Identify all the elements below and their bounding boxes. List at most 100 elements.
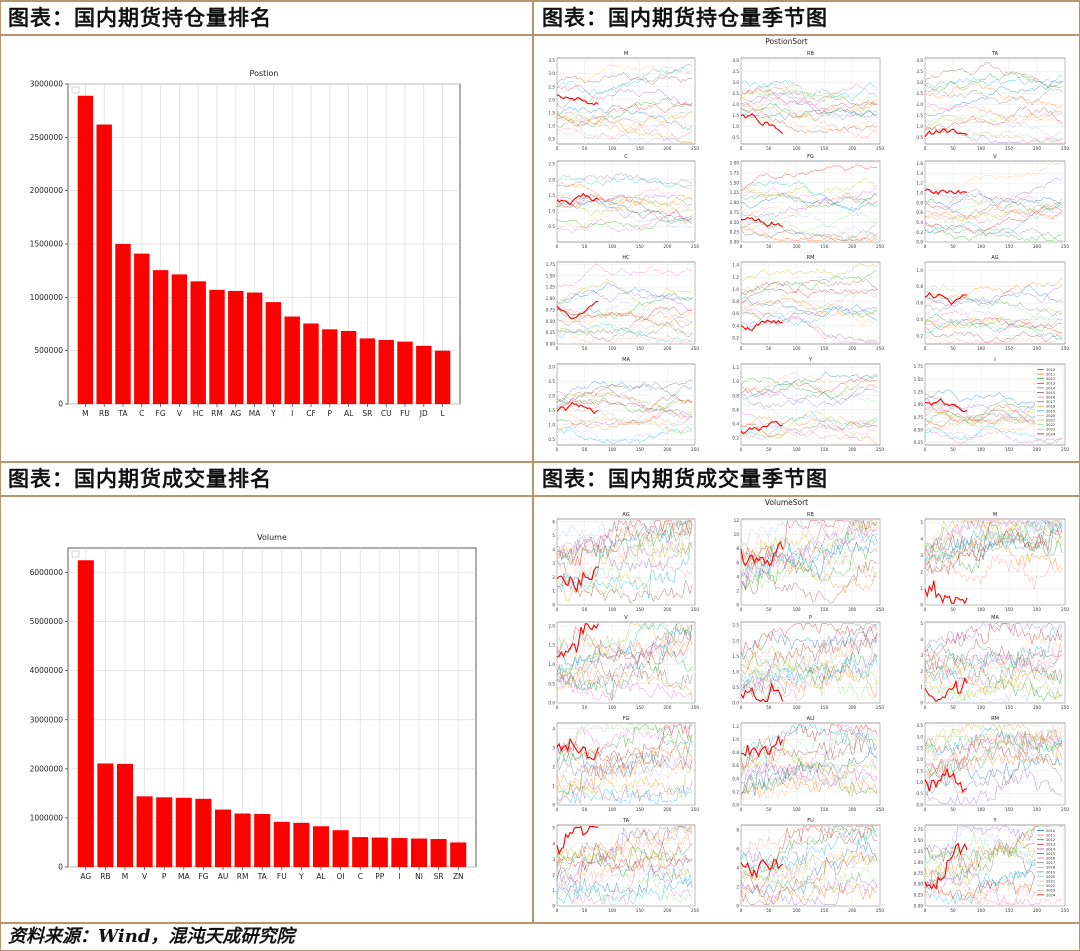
series-line-2024 (740, 682, 784, 703)
position-rank-chart: Postion 0 500000 1000000 1500000 2000000 25000… (30, 69, 461, 418)
y-tick-label: 500000 (34, 346, 63, 355)
x-tick-label: 0 (740, 908, 743, 913)
series-line-2019 (556, 174, 693, 188)
series-line-2016 (740, 653, 878, 702)
y-tick-label: 1.4 (916, 171, 923, 176)
x-tick-label: V (142, 872, 148, 881)
series-line-2010 (740, 372, 878, 399)
x-tick-label: FG (156, 409, 166, 418)
chart-title: Volume (257, 533, 287, 542)
bar (371, 837, 388, 867)
x-tick-label: 50 (582, 346, 588, 351)
y-tick-label: 3000000 (30, 80, 64, 89)
y-tick-label: 3 (920, 653, 923, 658)
y-tick-label: 0 (58, 400, 63, 409)
series-line-2022 (740, 381, 878, 404)
series-line-2012 (556, 97, 693, 128)
y-tick-label: 2000000 (30, 186, 64, 195)
x-tick-label: 250 (691, 447, 699, 452)
x-tick-label: 150 (1005, 908, 1013, 913)
bar (209, 289, 225, 404)
x-tick-label: 50 (766, 447, 772, 452)
y-tick-label: 0.8 (916, 284, 923, 289)
x-tick-label: 200 (1033, 146, 1041, 151)
y-tick-label: 2.5 (916, 746, 923, 751)
x-tick-label: SR (362, 409, 372, 418)
series-line-2014 (556, 289, 693, 312)
subplot-rm: RM 0.2 0.4 0.6 0.8 1.0 1.2 1.4 0 50 100 150 200 250 (732, 255, 884, 351)
y-tick-label: 1 (552, 888, 555, 893)
series-line-2022 (740, 867, 878, 893)
y-tick-label: 1.25 (914, 389, 924, 394)
y-tick-label: 1.25 (546, 285, 556, 290)
y-tick-label: 1.2 (916, 181, 923, 186)
bar (116, 763, 134, 867)
y-tick-label: 1.0 (732, 124, 739, 129)
plot-area (740, 261, 881, 345)
x-tick-label: 150 (636, 244, 644, 249)
series-line-2012 (556, 724, 693, 763)
bar (352, 837, 369, 867)
series-line-2016 (556, 857, 693, 906)
series-line-2019 (556, 784, 693, 804)
series-line-2019 (740, 530, 878, 577)
series-line-2023 (740, 225, 878, 241)
series-line-2018 (556, 530, 693, 602)
bar (134, 253, 150, 404)
bar (156, 797, 173, 867)
x-tick-label: 200 (848, 146, 856, 151)
position-season-title: 图表：国内期货持仓量季节图 (542, 5, 828, 30)
series-line-2024 (556, 401, 599, 415)
y-tick-label: 0.2 (916, 230, 923, 235)
series-line-2023 (556, 404, 693, 427)
series-line-2010 (740, 746, 878, 796)
x-tick-label: 100 (793, 244, 801, 249)
series-line-2019 (740, 79, 878, 102)
series-line-2017 (740, 732, 878, 791)
series-line-2011 (740, 416, 878, 444)
series-line-2013 (556, 519, 693, 567)
subplot-title: AG (991, 255, 998, 261)
x-tick-label: 50 (950, 244, 956, 249)
x-tick-label: TA (117, 409, 128, 418)
bar (246, 292, 263, 404)
series-line-2022 (556, 874, 693, 905)
series-line-2023 (740, 429, 878, 441)
series-line-2015 (740, 278, 878, 304)
x-tick-label: 200 (1033, 244, 1041, 249)
x-tick-label: M (82, 409, 88, 418)
y-tick-label: 3.0 (548, 364, 555, 369)
series-line-2024 (556, 825, 599, 856)
series-line-2013 (924, 206, 1063, 235)
series-line-2015 (924, 61, 1063, 88)
series-line-2021 (556, 198, 693, 231)
series-line-2022 (924, 665, 1063, 702)
y-tick-label: 8 (736, 827, 739, 832)
divider (0, 34, 1080, 36)
y-tick-label: 1000000 (30, 813, 64, 822)
x-tick-label: 100 (793, 705, 801, 710)
x-tick-label: 250 (876, 447, 884, 452)
legend-label: 2012 (1046, 838, 1055, 842)
y-tick-label: 5 (920, 520, 923, 525)
y-tick-label: 5 (552, 533, 555, 538)
x-tick-label: 250 (876, 244, 884, 249)
divider (0, 922, 1080, 924)
subplot-ag: AG 0 1 2 3 4 5 6 0 50 100 150 200 250 (552, 512, 699, 612)
y-tick-label: 1 (552, 589, 555, 594)
y-tick-label: 2.0 (548, 393, 555, 398)
bar (273, 821, 290, 867)
series-line-2017 (556, 749, 693, 777)
y-tick-label: 1.0 (732, 737, 739, 742)
x-tick-label: 150 (1005, 146, 1013, 151)
series-line-2016 (740, 82, 878, 107)
series-line-2013 (740, 826, 878, 892)
x-tick-label: 150 (820, 346, 828, 351)
series-line-2023 (556, 635, 693, 683)
y-tick-label: 1.75 (914, 364, 924, 369)
series-line-2021 (740, 519, 878, 565)
legend-label: 2010 (1046, 829, 1056, 833)
subplot-rb: RB 0.5 1.0 1.5 2.0 2.5 3.0 3.5 4.0 0 50 100 150 200 25… (732, 51, 884, 151)
y-tick-label: 0.8 (732, 299, 739, 304)
x-tick-label: 0 (556, 346, 559, 351)
